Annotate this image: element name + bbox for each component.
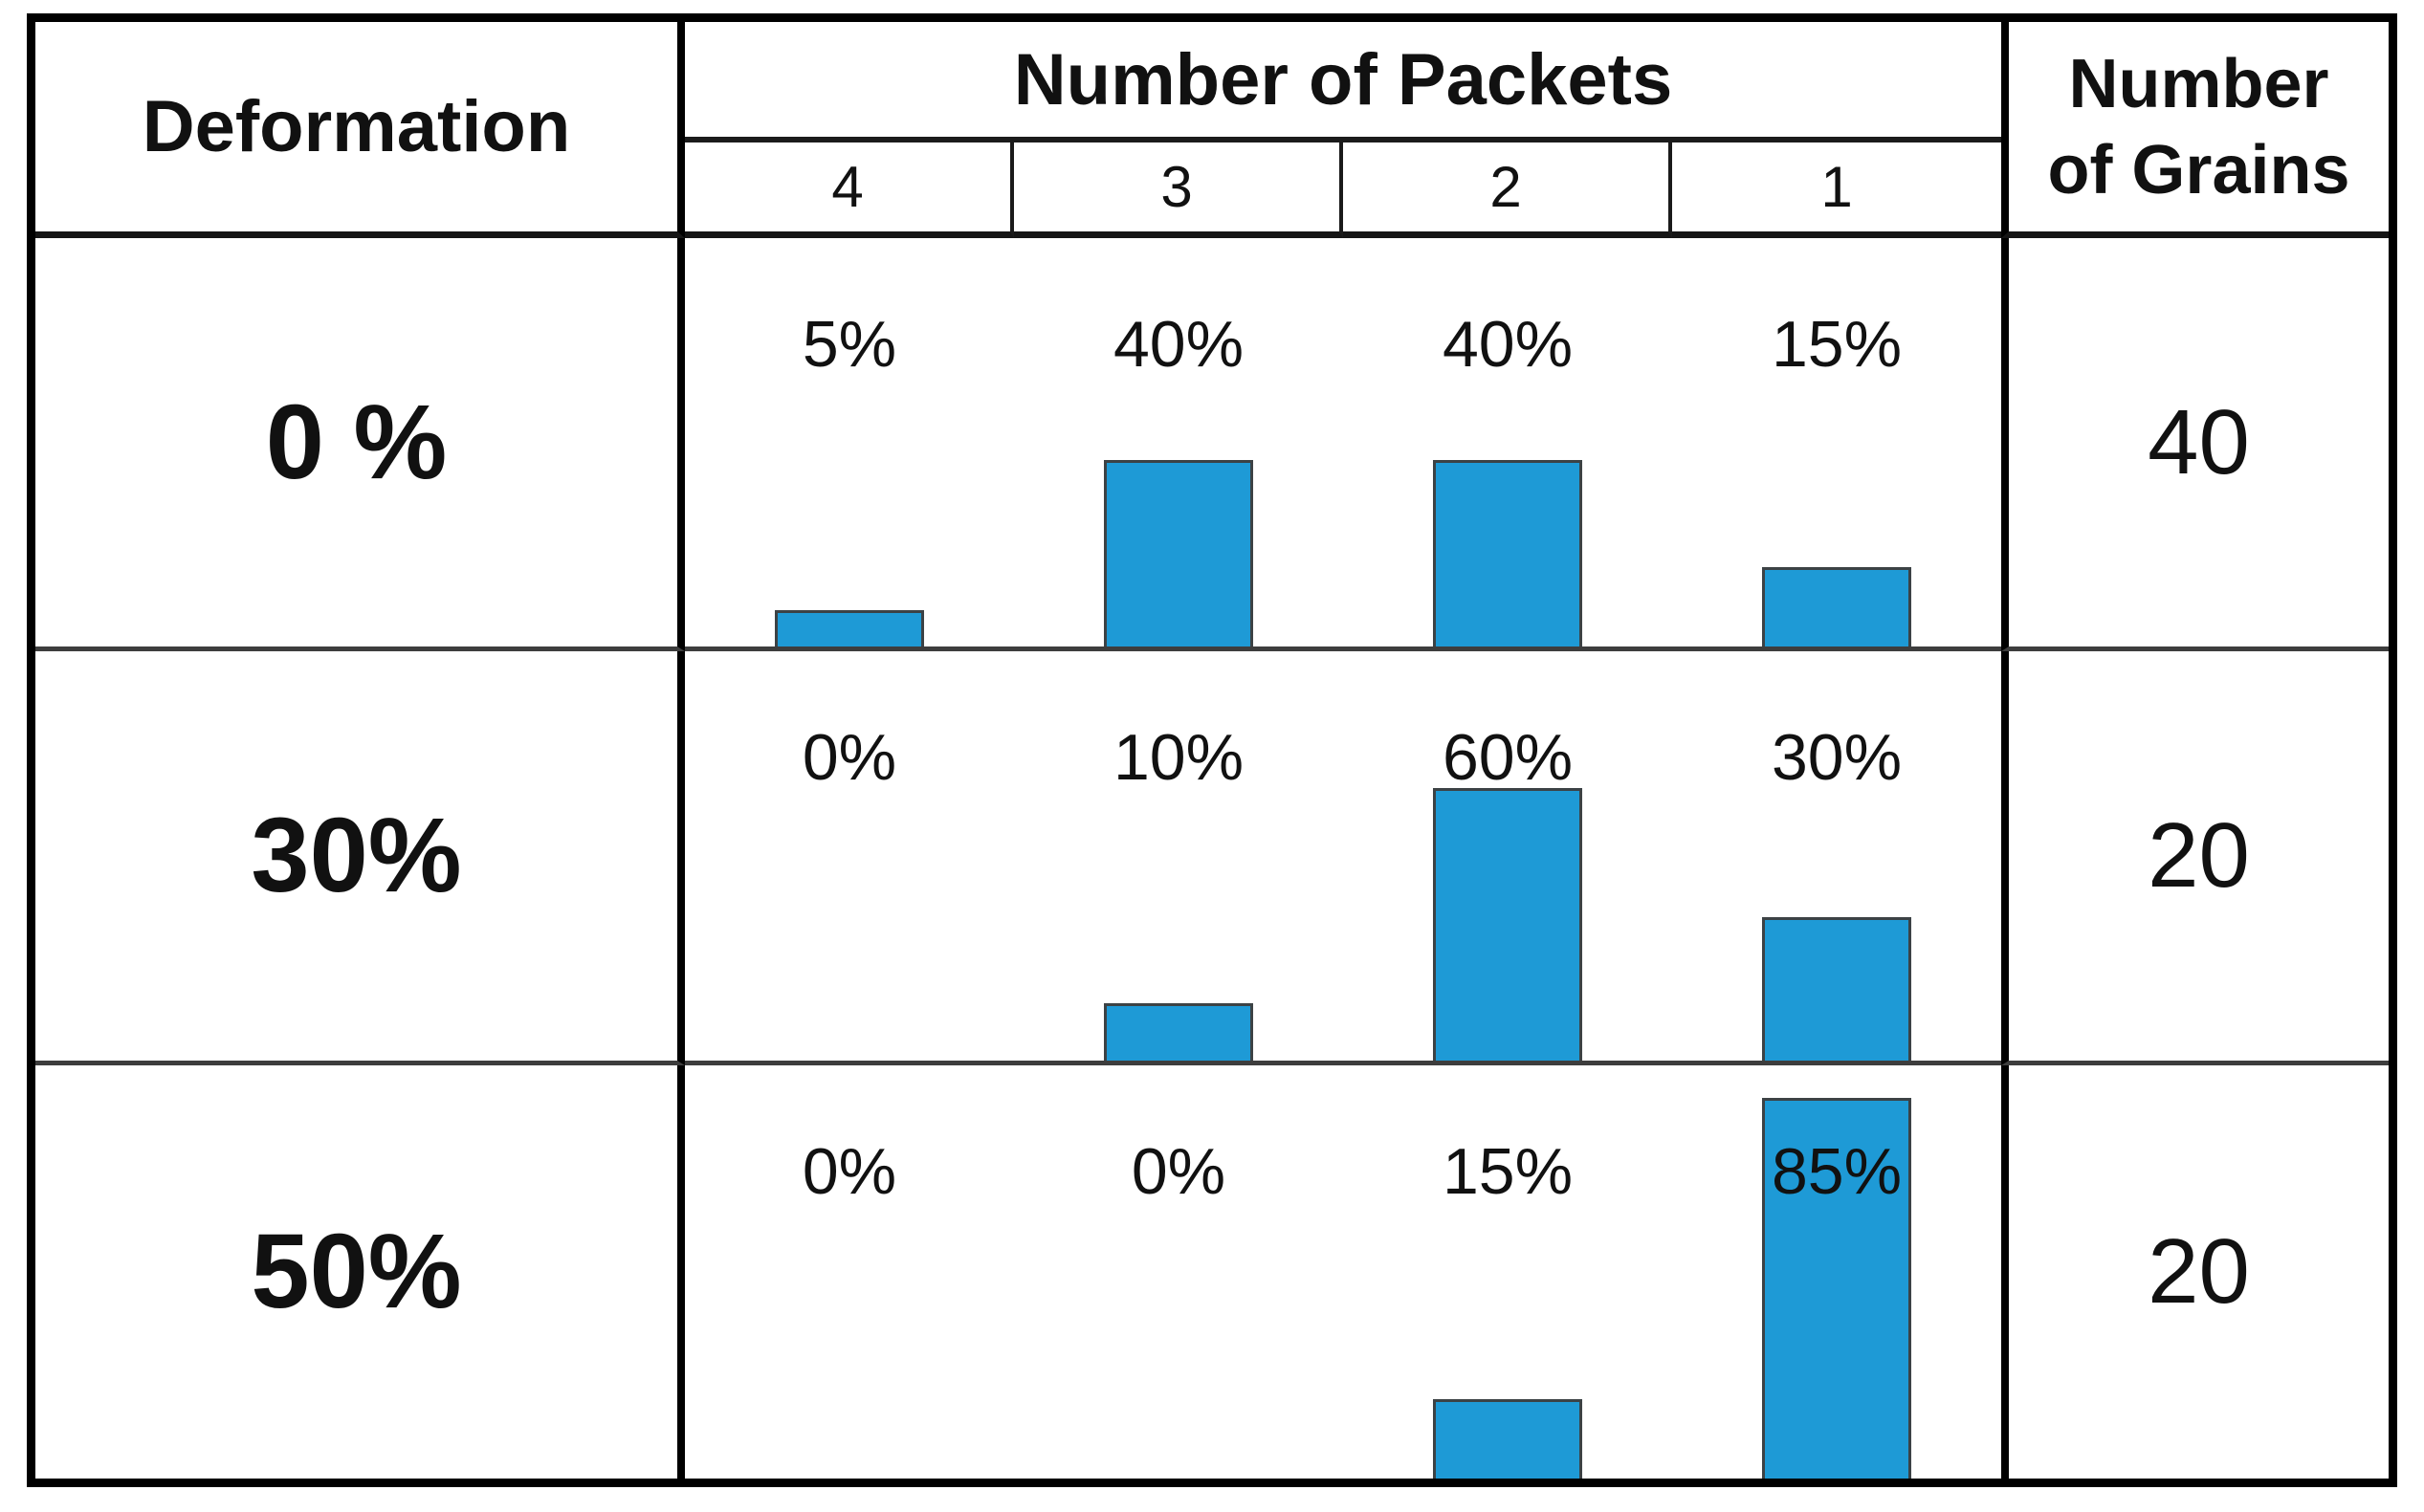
bar-column-packets-4: 0% bbox=[685, 1065, 1014, 1479]
packet-count-label: 4 bbox=[831, 155, 864, 219]
bar bbox=[1433, 460, 1582, 647]
bar bbox=[775, 610, 924, 647]
bar-value-label: 10% bbox=[1113, 721, 1245, 795]
bar-value-label: 0% bbox=[1131, 1134, 1226, 1208]
grains-value: 20 bbox=[2148, 803, 2250, 907]
packet-count-label: 2 bbox=[1489, 155, 1522, 219]
row-0pct-grains-count: 40 bbox=[2001, 238, 2389, 652]
packet-count-header-4: 4 bbox=[685, 142, 1014, 238]
bar-column-packets-3: 0% bbox=[1014, 1065, 1343, 1479]
bar bbox=[1104, 460, 1253, 647]
packet-count-header-3: 3 bbox=[1014, 142, 1343, 238]
bar-column-packets-1: 85% bbox=[1672, 1065, 2001, 1479]
packet-count-label: 1 bbox=[1820, 155, 1853, 219]
bar-column-packets-4: 5% bbox=[685, 238, 1014, 647]
bar-value-label: 15% bbox=[1442, 1134, 1574, 1208]
grains-value: 20 bbox=[2148, 1219, 2250, 1323]
bar-value-label: 30% bbox=[1771, 721, 1903, 795]
bar-value-label: 5% bbox=[802, 308, 897, 381]
bar bbox=[1762, 916, 1911, 1061]
deformation-value: 50% bbox=[251, 1213, 462, 1331]
bar-value-label: 85% bbox=[1771, 1134, 1903, 1208]
row-30pct-grains-count: 20 bbox=[2001, 651, 2389, 1065]
bar bbox=[1762, 567, 1911, 647]
deformation-header-label: Deformation bbox=[142, 86, 571, 167]
bar-value-label: 40% bbox=[1442, 308, 1574, 381]
deformation-value: 30% bbox=[251, 797, 462, 915]
deformation-column-header: Deformation bbox=[35, 22, 685, 238]
bar-column-packets-2: 40% bbox=[1343, 238, 1672, 647]
bar-column-packets-2: 15% bbox=[1343, 1065, 1672, 1479]
bar-column-packets-4: 0% bbox=[685, 651, 1014, 1060]
row-50pct-deformation-label: 50% bbox=[35, 1064, 685, 1479]
bar-value-label: 0% bbox=[802, 1134, 897, 1208]
row-30pct-deformation-label: 30% bbox=[35, 651, 685, 1065]
packet-count-header-2: 2 bbox=[1343, 142, 1672, 238]
packet-count-header-1: 1 bbox=[1672, 142, 2001, 238]
row-0pct-deformation-label: 0 % bbox=[35, 238, 685, 652]
row-30pct-bar-chart: 0% 10% 60% 30% bbox=[685, 651, 2001, 1065]
row-50pct-bar-chart: 0% 0% 15% 85% bbox=[685, 1064, 2001, 1479]
bar-value-label: 15% bbox=[1771, 308, 1903, 381]
bar-column-packets-3: 10% bbox=[1014, 651, 1343, 1061]
bar-column-packets-2: 60% bbox=[1343, 651, 1672, 1061]
bar bbox=[1433, 1399, 1582, 1479]
packets-column-group-header: Number of Packets bbox=[685, 22, 2001, 142]
grains-value: 40 bbox=[2148, 390, 2250, 493]
row-0pct-bar-chart: 5% 40% 40% 15% bbox=[685, 238, 2001, 652]
bar-column-packets-1: 15% bbox=[1672, 238, 2001, 647]
grains-header-label: Number of Grains bbox=[2047, 45, 2350, 208]
bar-column-packets-3: 40% bbox=[1014, 238, 1343, 647]
packets-header-label: Number of Packets bbox=[1013, 38, 1673, 121]
packet-count-label: 3 bbox=[1160, 155, 1193, 219]
bar-value-label: 60% bbox=[1442, 721, 1574, 795]
bar bbox=[1762, 1098, 1911, 1479]
bar-column-packets-1: 30% bbox=[1672, 651, 2001, 1061]
bar-value-label: 0% bbox=[802, 721, 897, 795]
row-50pct-grains-count: 20 bbox=[2001, 1064, 2389, 1479]
deformation-packets-table: Deformation Number of Packets Number of … bbox=[27, 13, 2397, 1487]
deformation-value: 0 % bbox=[265, 383, 448, 502]
bar bbox=[1104, 1002, 1253, 1061]
grains-column-header: Number of Grains bbox=[2001, 22, 2389, 238]
bar-value-label: 40% bbox=[1113, 308, 1245, 381]
bar bbox=[1433, 787, 1582, 1061]
